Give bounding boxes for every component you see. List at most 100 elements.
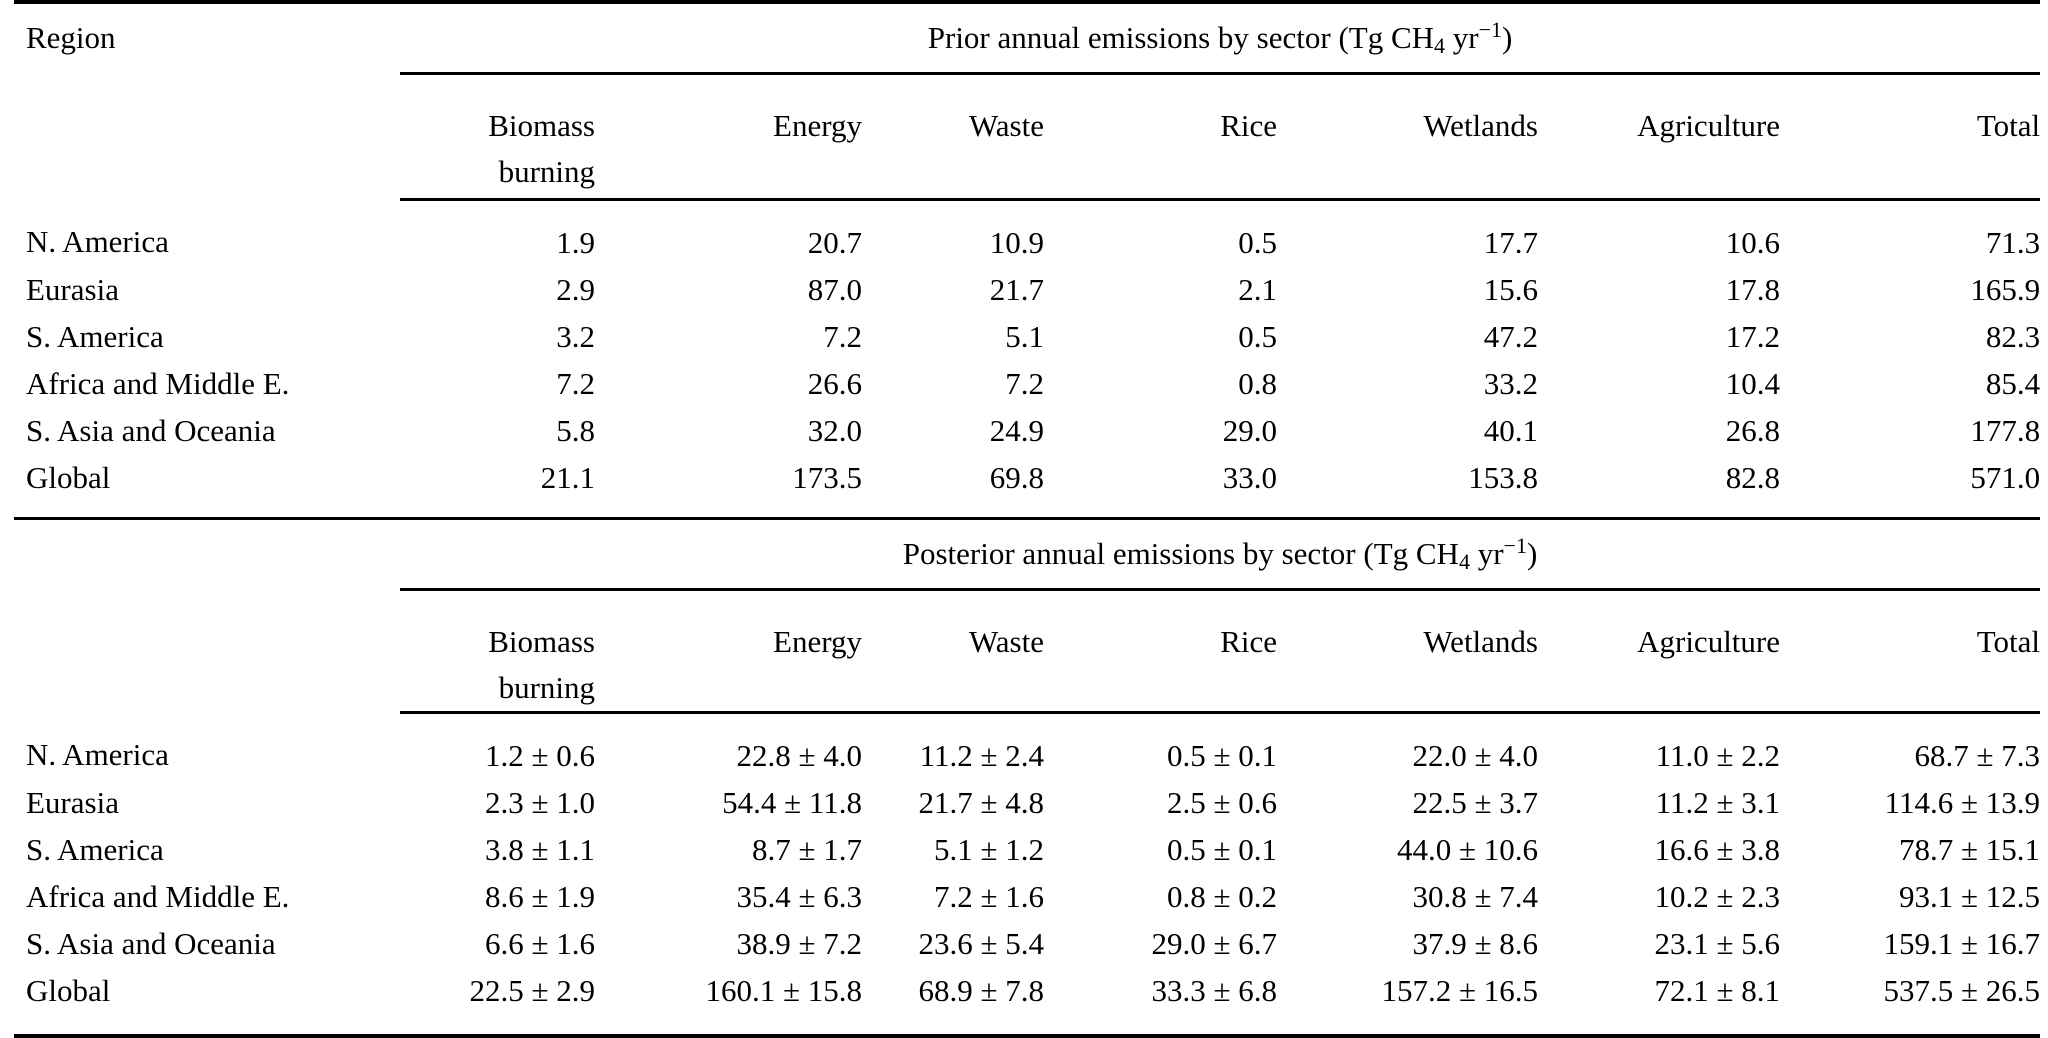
- value-cell: 177.8: [1970, 413, 2041, 448]
- value-cell: 7.2 ± 1.6: [933, 879, 1044, 914]
- value-cell: 1.9: [556, 225, 595, 260]
- title-text: yr: [1445, 20, 1479, 55]
- value-cell: 2.3 ± 1.0: [484, 785, 595, 820]
- value-cell: 29.0 ± 6.7: [1151, 926, 1277, 961]
- title-text: ): [1502, 20, 1513, 55]
- value-cell: 22.5 ± 3.7: [1412, 785, 1538, 820]
- table-row: S. America 3.2 7.2 5.1 0.5 47.2 17.2 82.…: [14, 313, 2040, 360]
- value-cell: 87.0: [807, 272, 862, 307]
- region-cell: Global: [26, 460, 111, 495]
- value-cell: 17.8: [1725, 272, 1780, 307]
- region-cell: Africa and Middle E.: [26, 366, 290, 401]
- table-row: Africa and Middle E. 7.2 26.6 7.2 0.8 33…: [14, 360, 2040, 407]
- region-cell: S. Asia and Oceania: [26, 926, 276, 961]
- table-row: Eurasia 2.9 87.0 21.7 2.1 15.6 17.8 165.…: [14, 266, 2040, 313]
- region-cell: N. America: [26, 737, 169, 773]
- column-header-row: Biomass burning Energy Waste Rice Wetlan…: [14, 73, 2041, 201]
- value-cell: 153.8: [1468, 460, 1538, 495]
- table-row: S. Asia and Oceania 6.6 ± 1.6 38.9 ± 7.2…: [14, 920, 2040, 967]
- value-cell: 160.1 ± 15.8: [705, 973, 862, 1008]
- value-cell: 33.3 ± 6.8: [1151, 973, 1277, 1008]
- value-cell: 85.4: [1985, 366, 2041, 401]
- table-row: Global 22.5 ± 2.9 160.1 ± 15.8 68.9 ± 7.…: [14, 967, 2040, 1036]
- value-cell: 5.8: [556, 413, 595, 448]
- posterior-table-body: N. America 1.2 ± 0.6 22.8 ± 4.0 11.2 ± 2…: [14, 713, 2040, 1037]
- prior-table-head: Region Prior annual emissions by sector …: [14, 2, 2041, 201]
- value-cell: 11.2 ± 2.4: [919, 738, 1044, 773]
- value-cell: 32.0: [807, 413, 862, 448]
- value-cell: 0.8 ± 0.2: [1166, 879, 1277, 914]
- value-cell: 7.2: [1005, 366, 1044, 401]
- value-cell: 2.5 ± 0.6: [1166, 785, 1277, 820]
- table-row: N. America 1.9 20.7 10.9 0.5 17.7 10.6 7…: [14, 200, 2040, 267]
- column-header-row: Biomass burning Energy Waste Rice Wetlan…: [14, 589, 2041, 714]
- value-cell: 7.2: [823, 319, 862, 354]
- value-cell: 71.3: [1985, 225, 2041, 260]
- value-cell: 47.2: [1483, 319, 1538, 354]
- table-row: N. America 1.2 ± 0.6 22.8 ± 4.0 11.2 ± 2…: [14, 713, 2040, 780]
- value-cell: 82.3: [1985, 319, 2041, 354]
- value-cell: 33.2: [1483, 366, 1538, 401]
- value-cell: 40.1: [1483, 413, 1538, 448]
- value-cell: 15.6: [1483, 272, 1538, 307]
- value-cell: 571.0: [1970, 460, 2041, 495]
- col-header-energy: Energy: [595, 589, 862, 714]
- value-cell: 2.9: [556, 272, 595, 307]
- value-cell: 537.5 ± 26.5: [1883, 973, 2041, 1008]
- table-row: Global 21.1 173.5 69.8 33.0 153.8 82.8 5…: [14, 454, 2040, 519]
- region-cell: S. Asia and Oceania: [26, 413, 276, 448]
- region-column-header: Region: [26, 20, 116, 55]
- value-cell: 8.7 ± 1.7: [751, 832, 862, 867]
- value-cell: 33.0: [1222, 460, 1277, 495]
- value-cell: 3.2: [556, 319, 595, 354]
- col-header-rice: Rice: [1044, 73, 1277, 201]
- region-cell: N. America: [26, 224, 169, 260]
- value-cell: 2.1: [1238, 272, 1277, 307]
- value-cell: 22.0 ± 4.0: [1412, 738, 1538, 773]
- value-cell: 157.2 ± 16.5: [1381, 973, 1538, 1008]
- unit-exponent: −1: [1478, 17, 1503, 42]
- value-cell: 22.5 ± 2.9: [469, 973, 595, 1008]
- value-cell: 21.7 ± 4.8: [918, 785, 1044, 820]
- title-text: Posterior annual emissions by sector (Tg…: [902, 536, 1459, 571]
- value-cell: 37.9 ± 8.6: [1412, 926, 1538, 961]
- corner-spacer: [14, 520, 400, 713]
- value-cell: 26.8: [1725, 413, 1780, 448]
- region-cell: S. America: [26, 319, 164, 354]
- value-cell: 0.8: [1238, 366, 1277, 401]
- value-cell: 11.0 ± 2.2: [1655, 738, 1780, 773]
- col-header-agriculture: Agriculture: [1538, 589, 1780, 714]
- table-row: Eurasia 2.3 ± 1.0 54.4 ± 11.8 21.7 ± 4.8…: [14, 779, 2040, 826]
- value-cell: 3.8 ± 1.1: [484, 832, 595, 867]
- value-cell: 10.9: [989, 225, 1044, 260]
- region-cell: Eurasia: [26, 785, 119, 820]
- value-cell: 159.1 ± 16.7: [1883, 926, 2041, 961]
- value-cell: 5.1 ± 1.2: [933, 832, 1044, 867]
- value-cell: 8.6 ± 1.9: [484, 879, 595, 914]
- title-text: yr: [1469, 536, 1504, 571]
- col-header-biomass-burning: Biomass burning: [400, 589, 595, 714]
- col-header-wetlands: Wetlands: [1277, 73, 1538, 201]
- value-cell: 0.5 ± 0.1: [1166, 832, 1277, 867]
- value-cell: 24.9: [989, 413, 1044, 448]
- value-cell: 68.7 ± 7.3: [1914, 738, 2041, 773]
- col-header-total: Total: [1780, 73, 2041, 201]
- value-cell: 23.1 ± 5.6: [1654, 926, 1780, 961]
- section-title-posterior: Posterior annual emissions by sector (Tg…: [400, 520, 2041, 591]
- title-text: Prior annual emissions by sector (Tg CH: [927, 20, 1435, 55]
- value-cell: 0.5: [1238, 225, 1277, 260]
- value-cell: 20.7: [807, 225, 862, 260]
- chemical-subscript: 4: [1458, 548, 1470, 574]
- value-cell: 16.6 ± 3.8: [1654, 832, 1780, 867]
- prior-table-body: N. America 1.9 20.7 10.9 0.5 17.7 10.6 7…: [14, 200, 2040, 519]
- value-cell: 1.2 ± 0.6: [484, 738, 595, 773]
- value-cell: 68.9 ± 7.8: [918, 973, 1044, 1008]
- value-cell: 10.6: [1725, 225, 1780, 260]
- value-cell: 54.4 ± 11.8: [722, 785, 862, 820]
- value-cell: 0.5 ± 0.1: [1166, 738, 1277, 773]
- value-cell: 173.5: [792, 460, 862, 495]
- value-cell: 44.0 ± 10.6: [1396, 832, 1538, 867]
- value-cell: 69.8: [989, 460, 1044, 495]
- table-row: S. Asia and Oceania 5.8 32.0 24.9 29.0 4…: [14, 407, 2040, 454]
- prior-emissions-table: Region Prior annual emissions by sector …: [14, 0, 2041, 520]
